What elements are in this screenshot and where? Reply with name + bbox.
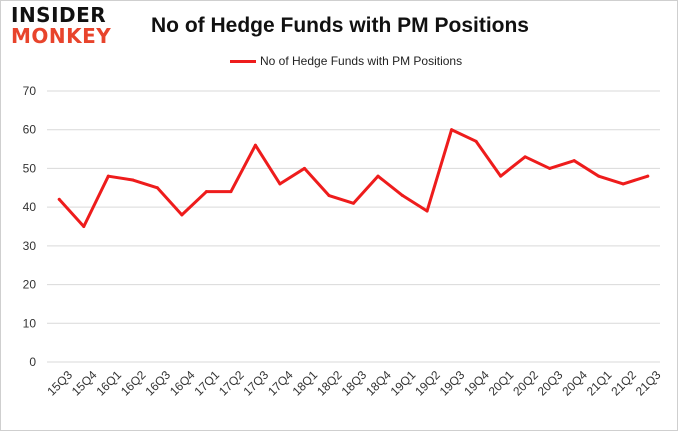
x-tick-label: 18Q4 [363,368,394,399]
data-point [57,197,61,201]
data-point [352,201,355,205]
x-tick-label: 16Q4 [167,368,198,399]
x-tick-label: 18Q2 [314,368,345,399]
legend-label: No of Hedge Funds with PM Positions [260,54,463,68]
x-tick-label: 20Q2 [510,368,541,399]
x-tick-label: 15Q3 [44,368,75,399]
insider-monkey-logo: INSIDER MONKEY [11,5,111,46]
y-tick-label: 30 [23,239,37,253]
x-tick-label: 19Q4 [461,368,492,399]
x-tick-label: 18Q3 [339,368,370,399]
chart-title: No of Hedge Funds with PM Positions [151,14,529,37]
x-tick-label: 20Q3 [535,368,566,399]
data-point [327,194,331,198]
data-point [155,186,159,190]
data-point [621,182,625,186]
data-point [229,190,233,194]
chart-legend: No of Hedge Funds with PM Positions [230,54,462,68]
x-tick-label: 18Q1 [290,368,321,399]
x-tick-label: 21Q2 [608,368,639,399]
data-point [376,174,380,178]
data-point [450,128,454,132]
logo-line-2: MONKEY [11,24,112,48]
data-point [474,139,478,143]
x-tick-label: 20Q1 [486,368,517,399]
data-point [302,166,306,170]
logo-line-1: INSIDER [11,3,107,27]
y-tick-label: 40 [23,200,37,214]
data-point [572,159,576,163]
series-line-0 [57,128,650,228]
x-tick-label: 19Q3 [437,368,468,399]
x-tick-label: 16Q3 [142,368,173,399]
data-point [499,174,503,178]
x-tick-label: 19Q2 [412,368,443,399]
x-tick-label: 20Q4 [559,368,590,399]
x-tick-label: 19Q1 [388,368,419,399]
data-point [548,166,552,170]
data-point [278,182,282,186]
x-tick-label: 15Q4 [69,368,100,399]
data-point [106,174,110,178]
data-point [82,225,86,228]
y-tick-label: 50 [23,161,37,175]
data-point [401,194,405,198]
data-point [646,174,650,178]
data-point [204,190,208,194]
data-point [523,155,527,159]
y-tick-label: 60 [23,123,37,137]
x-tick-label: 17Q2 [216,368,247,399]
data-point [425,209,429,213]
y-tick-label: 70 [23,84,37,98]
x-tick-label: 17Q3 [241,368,272,399]
data-point [180,213,184,217]
x-tick-label: 17Q1 [191,368,222,399]
data-point [597,174,601,178]
data-point [131,178,135,182]
legend-swatch [230,59,256,63]
data-point [253,143,257,147]
y-tick-label: 20 [23,278,37,292]
x-tick-label: 16Q1 [93,368,124,399]
x-tick-label: 21Q1 [584,368,615,399]
x-tick-label: 21Q3 [633,368,664,399]
x-tick-label: 16Q2 [118,368,149,399]
x-tick-label: 17Q4 [265,368,296,399]
y-tick-label: 0 [29,355,36,369]
y-tick-label: 10 [23,316,37,330]
